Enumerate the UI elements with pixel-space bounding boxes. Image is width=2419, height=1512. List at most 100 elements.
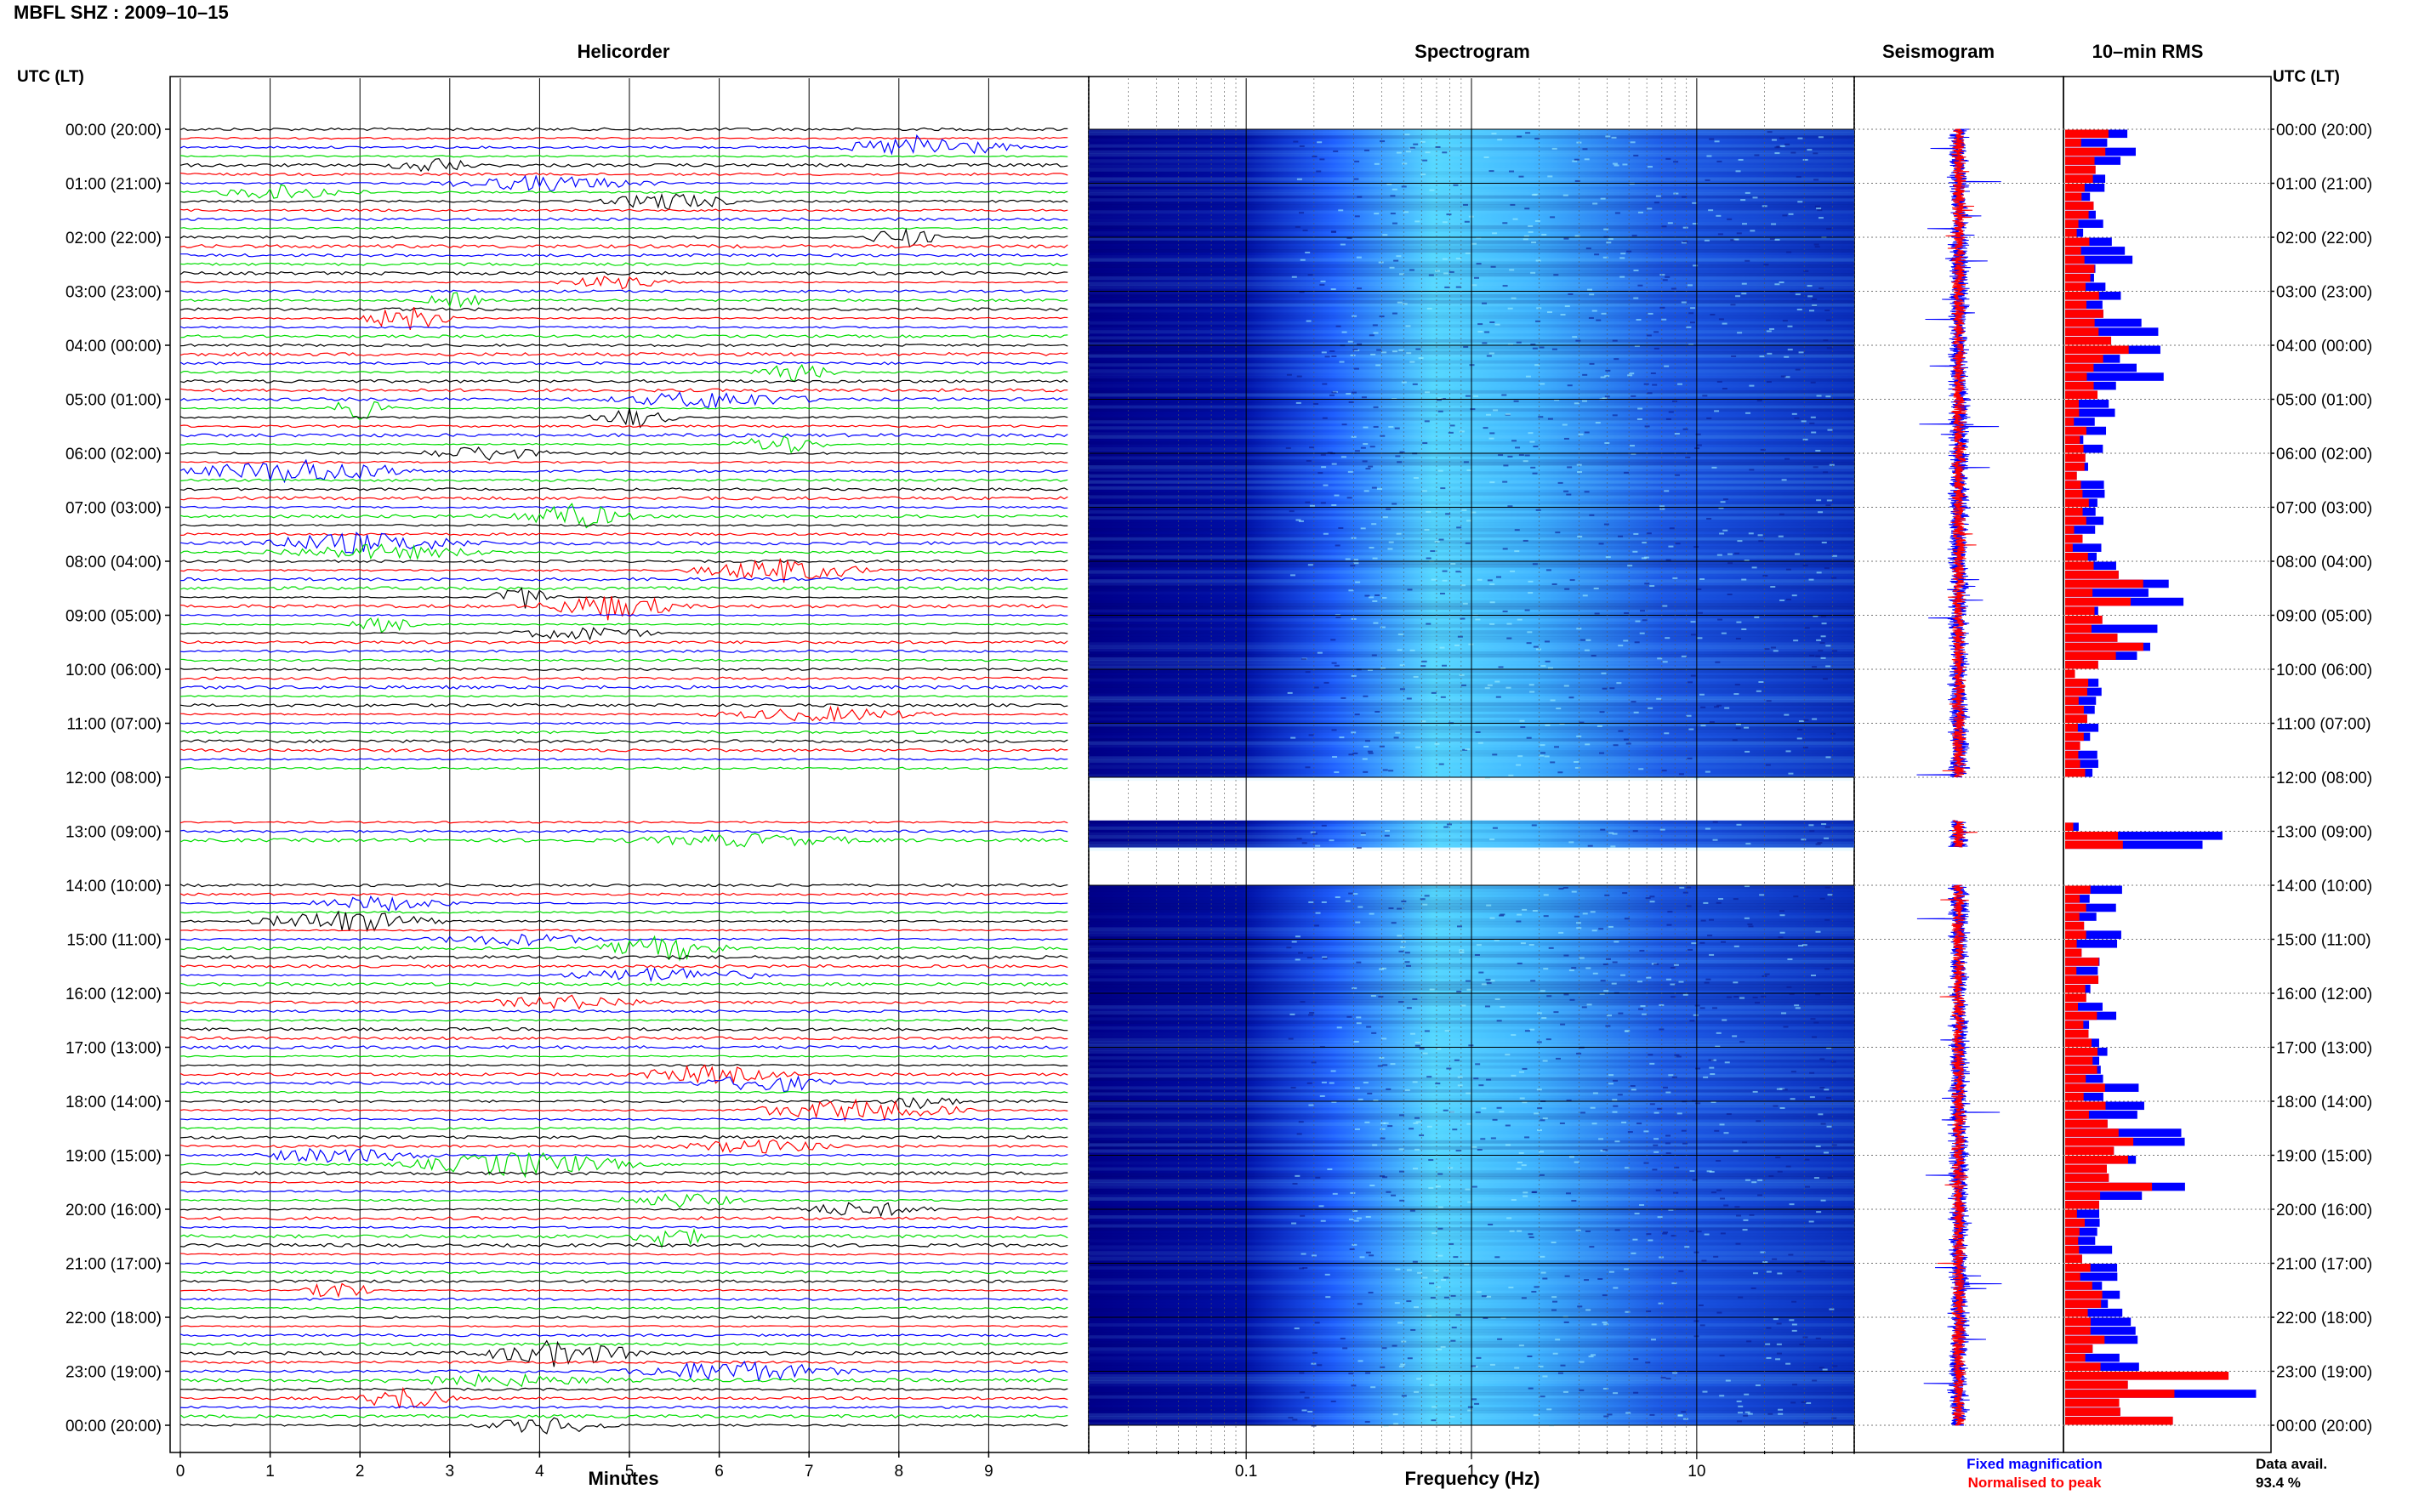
spectrogram-speckle [1360, 527, 1366, 530]
spectrogram-speckle [1817, 209, 1823, 212]
rms-bar-fixed [2065, 912, 2097, 921]
spectrogram-speckle [1645, 897, 1651, 900]
spectrogram-speckle [1568, 969, 1574, 972]
spectrogram-speckle [1413, 675, 1419, 678]
rms-bar-normalised [2065, 310, 2103, 318]
spectrogram-speckle [1397, 1322, 1403, 1324]
spectrogram-speckle [1412, 1081, 1418, 1083]
spectrogram-speckle [1364, 1420, 1370, 1423]
spectrogram-speckle [1791, 1384, 1797, 1386]
spectrogram-speckle [1407, 588, 1413, 591]
spectrogram-speckle [1784, 355, 1790, 358]
spectrogram-speckle [1588, 316, 1594, 319]
spectrogram-speckle [1373, 1099, 1379, 1101]
rms-bar-fixed [2065, 696, 2097, 705]
spectrogram-speckle [1381, 1037, 1387, 1040]
rms-bar-normalised [2065, 1317, 2091, 1327]
helicorder-trace [180, 460, 1068, 464]
spectrogram-speckle [1585, 743, 1591, 746]
spectrogram-speckle [1373, 406, 1379, 408]
spectrogram-speckle [1485, 979, 1491, 981]
spectrogram-speckle [1354, 160, 1360, 162]
spectrogram-speckle [1626, 250, 1632, 253]
spectrogram-speckle [1373, 622, 1379, 624]
spectrogram-speckle [1734, 552, 1740, 554]
spectrogram-speckle [1544, 640, 1550, 643]
spectrogram-speckle [1776, 1343, 1782, 1345]
spectrogram-speckle [1563, 993, 1569, 996]
spectrogram-speckle [1830, 1060, 1836, 1063]
spectrogram-speckle [1744, 885, 1750, 888]
spectrogram-speckle [1577, 535, 1583, 537]
spectrogram-speckle [1380, 1137, 1386, 1140]
rms-bar-normalised [2065, 327, 2099, 336]
spectrogram-speckle [1764, 648, 1770, 651]
spectrogram-speckle [1693, 1014, 1699, 1016]
spectrogram-speckle [1642, 619, 1648, 622]
spectrogram-speckle [1348, 589, 1354, 592]
spectrogram-speckle [1489, 622, 1495, 625]
spectrogram-speckle [1291, 1222, 1297, 1225]
spectrogram-speckle [1332, 756, 1338, 759]
spectrogram-speckle [1809, 654, 1815, 657]
spectrogram-speckle [1659, 1003, 1665, 1006]
spectrogram-speckle [1592, 1092, 1598, 1094]
spectrogram-speckle [1486, 981, 1492, 984]
spectrogram-speckle [1744, 726, 1750, 729]
spectrogram-speckle [1392, 503, 1397, 505]
y-tick-label-right: 06:00 (02:00) [2276, 446, 2372, 463]
spectrogram-speckle [1512, 218, 1518, 220]
spectrogram-speckle [1750, 230, 1756, 232]
spectrogram-speckle [1354, 1128, 1360, 1130]
spectrogram-speckle [1608, 1270, 1614, 1273]
spectrogram-speckle [1602, 1387, 1608, 1390]
spectrogram-speckle [1528, 1236, 1534, 1238]
spectrogram-speckle [1689, 1170, 1695, 1173]
spectrogram-speckle [1357, 196, 1363, 198]
spectrogram-speckle [1496, 1020, 1502, 1022]
rms-bar-normalised [2065, 1236, 2079, 1245]
y-tick-label-left: 20:00 (16:00) [65, 1202, 162, 1219]
spectrogram-speckle [1599, 752, 1605, 754]
spectrogram-speckle [1614, 1229, 1620, 1231]
rms-bar-normalised [2065, 534, 2083, 543]
spectrogram-speckle [1595, 422, 1601, 424]
spectrogram-speckle [1795, 1007, 1801, 1009]
helicorder-trace [179, 172, 1068, 177]
rms-bar-normalised [2065, 1164, 2107, 1174]
spectrogram-speckle [1440, 487, 1446, 490]
spectrogram-speckle [1292, 1418, 1298, 1421]
spectrogram-speckle [1568, 841, 1574, 844]
spectrogram-speckle [1400, 941, 1406, 943]
spectrogram-speckle [1294, 1327, 1300, 1330]
spectrogram-speckle [1375, 594, 1380, 597]
spectrogram-speckle [1449, 1415, 1455, 1418]
spectrogram-speckle [1717, 618, 1723, 621]
rms-bar-normalised [2065, 1227, 2080, 1236]
spectrogram-speckle [1745, 259, 1750, 262]
spectrogram-speckle [1793, 895, 1799, 898]
spectrogram-speckle [1778, 535, 1784, 537]
rms-bar-normalised [2065, 139, 2081, 147]
spectrogram-speckle [1716, 704, 1722, 707]
spectrogram-speckle [1806, 1401, 1812, 1404]
spectrogram-speckle [1747, 923, 1753, 925]
spectrogram-speckle [1809, 422, 1815, 424]
spectrogram-speckle [1311, 1061, 1317, 1064]
spectrogram-speckle [1808, 824, 1814, 827]
spectrogram-speckle [1662, 279, 1668, 281]
spectrogram-speckle [1348, 1373, 1354, 1375]
spectrogram-speckle [1541, 233, 1547, 236]
spectrogram-speckle [1342, 1347, 1348, 1350]
helicorder-trace [179, 558, 1068, 583]
spectrogram-speckle [1603, 990, 1609, 992]
spectrogram-speckle [1439, 593, 1445, 595]
spectrogram-speckle [1434, 742, 1440, 745]
helicorder-trace [179, 1151, 1068, 1179]
rms-bar-normalised [2065, 750, 2079, 759]
spectrogram-speckle [1710, 1059, 1716, 1061]
spectrogram-speckle [1825, 665, 1831, 668]
rms-bar-normalised [2065, 543, 2073, 552]
rms-bar-normalised [2065, 228, 2077, 237]
spectrogram-speckle [1687, 757, 1693, 759]
